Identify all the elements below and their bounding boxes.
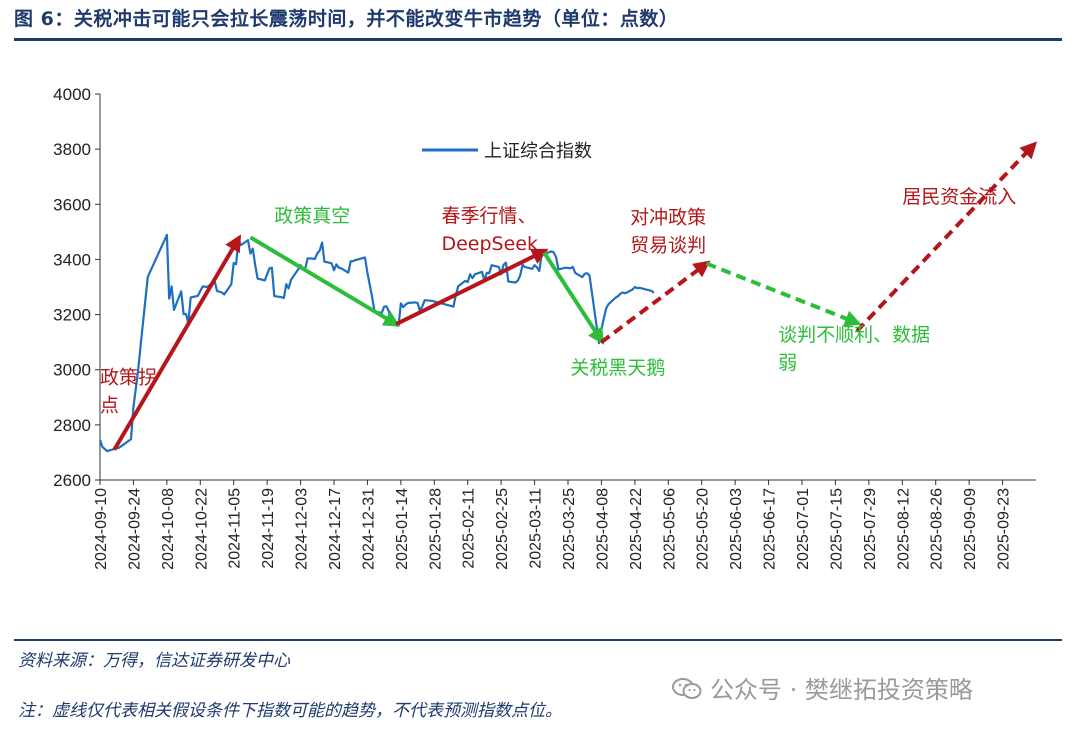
x-tick-label: 2025-06-17	[762, 488, 779, 570]
y-tick-label: 3400	[53, 250, 91, 269]
y-tick-label: 3200	[53, 306, 91, 325]
annotation-3: 春季行情、	[441, 205, 536, 227]
x-tick-label: 2024-12-03	[294, 488, 311, 570]
annotation-1: 政策拐	[100, 367, 157, 389]
x-tick-label: 2024-12-31	[360, 488, 377, 570]
x-tick-label: 2025-08-12	[895, 488, 912, 570]
scenario-arrow-1	[112, 234, 242, 451]
x-tick-label: 2025-01-28	[427, 488, 444, 570]
annotation-6: 弱	[778, 352, 797, 374]
scenario-arrow-5	[600, 260, 711, 344]
disclaimer-note: 注：虚线仅代表相关假设条件下指数可能的趋势，不代表预测指数点位。	[18, 701, 562, 721]
x-tick-label: 2025-05-06	[661, 488, 678, 570]
chart-legend: 上证综合指数	[422, 141, 592, 162]
annotation-5: 对冲政策	[630, 207, 706, 229]
title-rule	[14, 38, 1062, 41]
x-tick-label: 2025-07-01	[795, 488, 812, 570]
annotation-5: 贸易谈判	[630, 235, 706, 257]
x-tick-label: 2025-09-23	[996, 488, 1013, 570]
y-tick-label: 4000	[53, 85, 91, 104]
watermark-text: 公众号 · 樊继拓投资策略	[710, 676, 973, 704]
x-tick-label: 2024-09-24	[126, 488, 143, 570]
annotation-4: 关税黑天鹅	[570, 357, 665, 379]
scenario-arrow-3	[395, 248, 549, 327]
x-tick-label: 2025-09-09	[962, 488, 979, 570]
scenario-arrow-4	[542, 251, 605, 345]
x-tick-label: 2024-12-17	[327, 488, 344, 570]
x-tick-label: 2025-02-11	[461, 488, 478, 569]
x-tick-label: 2024-10-08	[160, 488, 177, 570]
y-tick-label: 3800	[53, 140, 91, 159]
y-tick-label: 3600	[53, 195, 91, 214]
y-tick-label: 3000	[53, 361, 91, 380]
x-tick-label: 2024-09-10	[93, 488, 110, 570]
x-tick-label: 2024-11-19	[260, 488, 277, 569]
x-tick-label: 2024-10-22	[193, 488, 210, 570]
annotation-6: 谈判不顺利、数据	[778, 324, 930, 346]
page-title: 图 6：关税冲击可能只会拉长震荡时间，并不能改变牛市趋势（单位：点数）	[14, 8, 679, 30]
x-tick-label: 2025-04-08	[594, 488, 611, 570]
scenario-arrow-6	[705, 261, 862, 327]
x-tick-label: 2025-04-22	[628, 488, 645, 570]
x-tick-label: 2025-02-25	[494, 488, 511, 570]
y-tick-label: 2800	[53, 416, 91, 435]
x-tick-label: 2025-03-25	[561, 488, 578, 570]
x-tick-label: 2025-06-03	[728, 488, 745, 570]
x-tick-label: 2024-11-05	[227, 488, 244, 569]
annotation-7: 居民资金流入	[902, 186, 1016, 208]
scenario-arrows	[112, 141, 1038, 451]
annotation-1: 点	[100, 395, 119, 417]
x-tick-label: 2025-05-20	[695, 488, 712, 570]
x-tick-label: 2025-03-11	[528, 488, 545, 569]
legend-label: 上证综合指数	[484, 141, 592, 162]
wechat-icon	[672, 678, 702, 699]
scenario-arrow-7	[855, 141, 1038, 333]
annotation-3: DeepSeek	[441, 233, 538, 255]
chart-plot	[98, 233, 655, 453]
chart-axes: 2600 2800 3000 3200 3400 3600 3800 4000 2024-09-…	[53, 85, 1036, 570]
scenario-arrow-2	[249, 235, 401, 327]
y-tick-label: 2600	[53, 471, 91, 490]
x-tick-label: 2025-01-14	[394, 488, 411, 570]
x-tick-label: 2025-07-15	[828, 488, 845, 570]
annotation-2: 政策真空	[274, 205, 350, 227]
chart: 2600 2800 3000 3200 3400 3600 3800 4000 2024-09-…	[53, 85, 1038, 570]
x-tick-label: 2025-08-26	[929, 488, 946, 570]
footer-rule	[14, 639, 1062, 641]
series-line-shanghai-composite	[98, 233, 655, 453]
x-tick-label: 2025-07-29	[862, 488, 879, 570]
source-note: 资料来源：万得，信达证券研发中心	[18, 651, 290, 671]
watermark: 公众号 · 樊继拓投资策略	[672, 670, 973, 705]
